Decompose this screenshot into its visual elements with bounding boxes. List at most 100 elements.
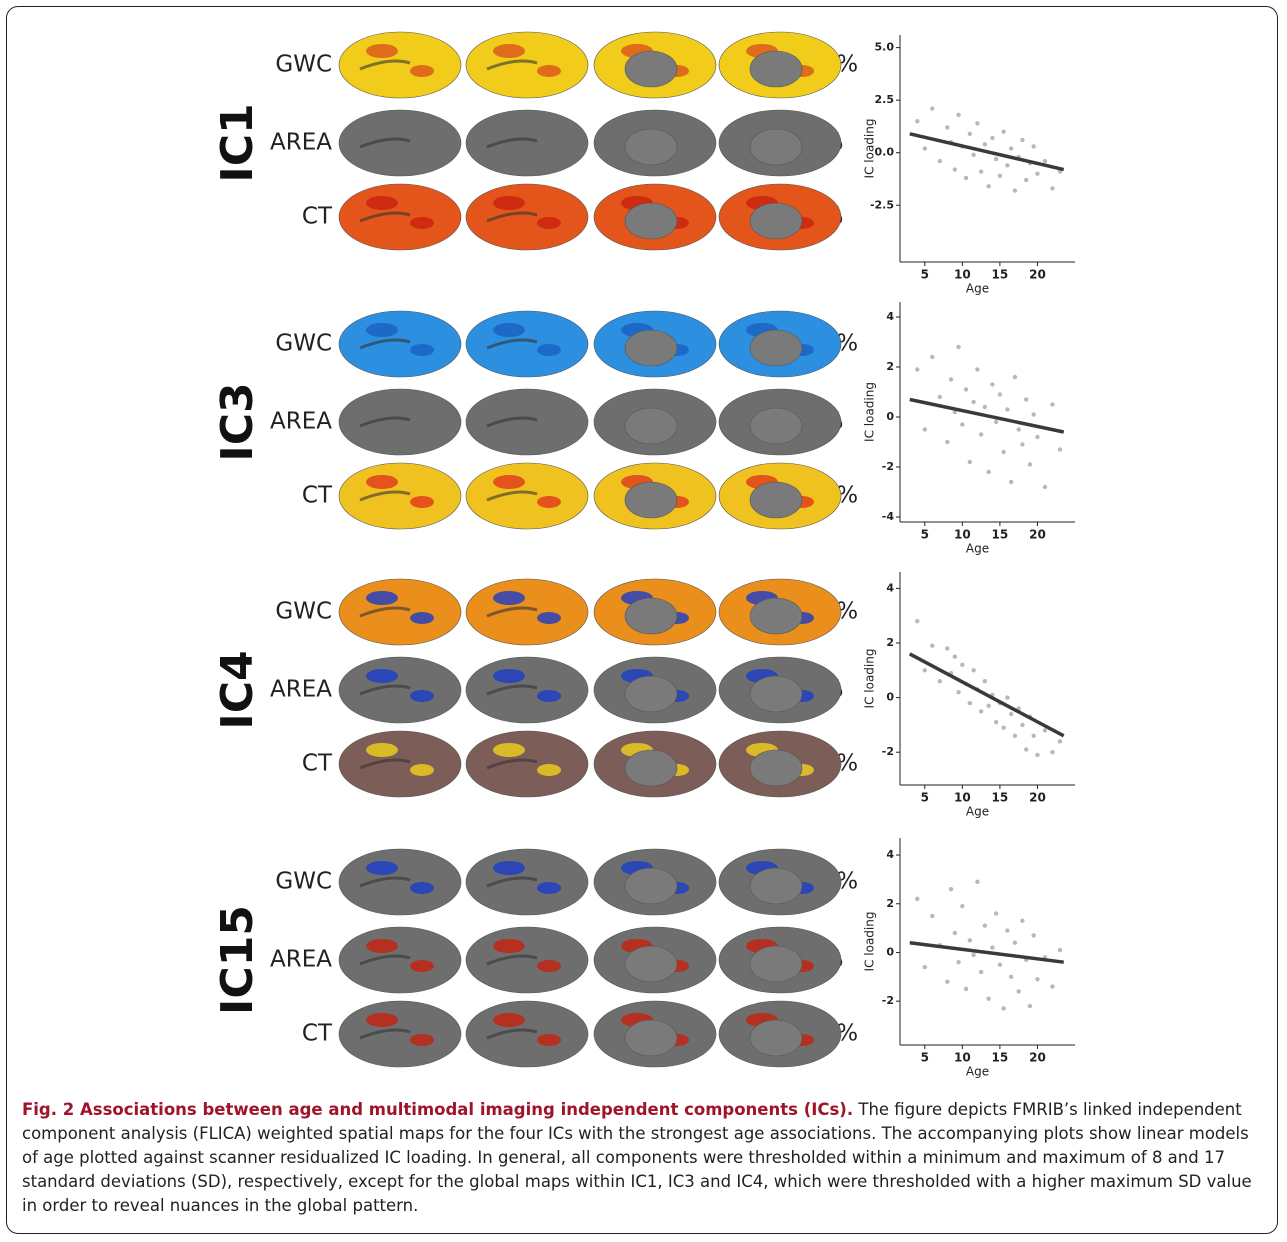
brain-blob xyxy=(366,44,398,58)
x-tick-label: 5 xyxy=(921,1051,929,1065)
y-tick-label: 5.0 xyxy=(875,41,895,54)
medial-wall xyxy=(625,408,677,444)
brain-surface xyxy=(339,463,461,529)
modality-label: AREA xyxy=(270,677,332,703)
fit-line xyxy=(910,134,1064,170)
scatter-point xyxy=(960,663,964,667)
brain-map xyxy=(466,389,588,455)
brain-map xyxy=(719,110,841,176)
brain-blob xyxy=(410,217,434,229)
scatter-point xyxy=(1020,442,1024,446)
brain-blob xyxy=(366,1013,398,1027)
x-axis-label: Age xyxy=(966,1065,989,1079)
x-tick-label: 15 xyxy=(992,268,1009,282)
brain-blob xyxy=(537,882,561,894)
y-tick-label: 2.5 xyxy=(875,93,895,106)
modality-label: AREA xyxy=(270,947,332,973)
scatter-point xyxy=(1058,739,1062,743)
brain-map xyxy=(719,32,841,98)
brain-map xyxy=(339,657,461,723)
scatter-point xyxy=(915,119,919,123)
scatter-point xyxy=(983,679,987,683)
scatter-point xyxy=(1035,753,1039,757)
scatter-point xyxy=(945,646,949,650)
medial-wall xyxy=(625,129,677,165)
brain-map xyxy=(594,184,716,250)
brain-map xyxy=(594,32,716,98)
brain-surface xyxy=(466,389,588,455)
brain-blob xyxy=(493,861,525,875)
medial-wall xyxy=(750,946,802,982)
scatter-point xyxy=(975,367,979,371)
scatter-point xyxy=(979,970,983,974)
brain-blob xyxy=(410,764,434,776)
brain-map xyxy=(594,311,716,377)
medial-wall xyxy=(750,51,802,87)
brain-map xyxy=(594,1001,716,1067)
scatter-point xyxy=(994,911,998,915)
brain-blob xyxy=(366,323,398,337)
scatter-point xyxy=(971,400,975,404)
scatter-point xyxy=(979,709,983,713)
scatter-point xyxy=(945,440,949,444)
scatter-point xyxy=(1035,977,1039,981)
ic-label: IC4 xyxy=(212,650,263,729)
brain-blob xyxy=(493,475,525,489)
brain-map xyxy=(594,389,716,455)
ic-label: IC1 xyxy=(212,103,263,182)
medial-wall xyxy=(750,868,802,904)
scatter-point xyxy=(960,422,964,426)
brain-surface xyxy=(339,579,461,645)
modality-label: GWC xyxy=(275,331,332,357)
brain-map xyxy=(339,389,461,455)
brain-blob xyxy=(537,344,561,356)
scatter-point xyxy=(930,914,934,918)
scatter-point xyxy=(1050,402,1054,406)
scatter-point xyxy=(1020,919,1024,923)
brain-blob xyxy=(537,960,561,972)
scatter-point xyxy=(949,887,953,891)
scatter-point xyxy=(1043,159,1047,163)
y-tick-label: -4 xyxy=(882,510,895,523)
scatter-point xyxy=(1024,178,1028,182)
brain-surface xyxy=(339,731,461,797)
scatter-point xyxy=(968,132,972,136)
brain-surface xyxy=(466,110,588,176)
x-tick-label: 5 xyxy=(921,528,929,542)
modality-label: AREA xyxy=(270,409,332,435)
scatter-point xyxy=(990,136,994,140)
y-tick-label: 0 xyxy=(886,691,894,704)
x-tick-label: 10 xyxy=(954,1051,971,1065)
scatter-point xyxy=(964,387,968,391)
scatter-point xyxy=(1020,138,1024,142)
scatter-point xyxy=(930,106,934,110)
medial-wall xyxy=(625,1020,677,1056)
medial-wall xyxy=(625,51,677,87)
x-tick-label: 20 xyxy=(1029,791,1046,805)
scatter-point xyxy=(915,619,919,623)
medial-wall xyxy=(750,482,802,518)
scatter-point xyxy=(968,701,972,705)
x-tick-label: 20 xyxy=(1029,1051,1046,1065)
x-tick-label: 5 xyxy=(921,268,929,282)
brain-blob xyxy=(493,44,525,58)
scatter-point xyxy=(960,904,964,908)
scatter-point xyxy=(1020,723,1024,727)
brain-map xyxy=(466,731,588,797)
scatter-point xyxy=(953,654,957,658)
y-tick-label: 2 xyxy=(886,897,894,910)
scatter-point xyxy=(990,945,994,949)
scatter-point xyxy=(1043,728,1047,732)
brain-map xyxy=(594,110,716,176)
brain-map xyxy=(466,1001,588,1067)
brain-blob xyxy=(537,496,561,508)
scatter-point xyxy=(923,427,927,431)
scatter-point xyxy=(938,159,942,163)
y-tick-label: 0.0 xyxy=(875,146,895,159)
brain-map xyxy=(594,849,716,915)
scatter-point xyxy=(1024,747,1028,751)
brain-map xyxy=(594,927,716,993)
y-tick-label: -2 xyxy=(882,745,894,758)
scatter-point xyxy=(964,987,968,991)
scatter-point xyxy=(1050,984,1054,988)
